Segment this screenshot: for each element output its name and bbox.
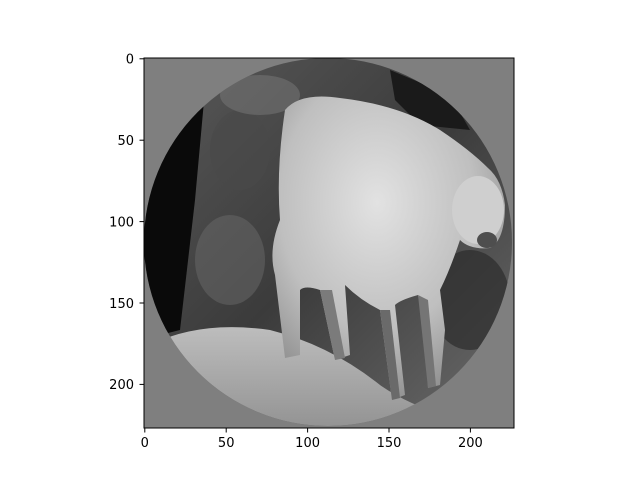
x-tick-label: 100 (295, 436, 320, 451)
y-axis: 0 50 100 150 200 (109, 53, 144, 393)
x-tick-label: 150 (377, 436, 402, 451)
y-tick-label: 200 (109, 378, 134, 393)
axes-frame (143, 57, 515, 429)
y-tick-label: 50 (117, 134, 134, 149)
y-tick-label: 100 (109, 215, 134, 230)
x-tick-label: 0 (141, 436, 149, 451)
x-tick-label: 50 (218, 436, 235, 451)
x-tick-label: 200 (458, 436, 483, 451)
x-axis: 0 50 100 150 200 (141, 428, 483, 451)
y-tick-label: 0 (126, 53, 134, 68)
y-tick-label: 150 (109, 297, 134, 312)
